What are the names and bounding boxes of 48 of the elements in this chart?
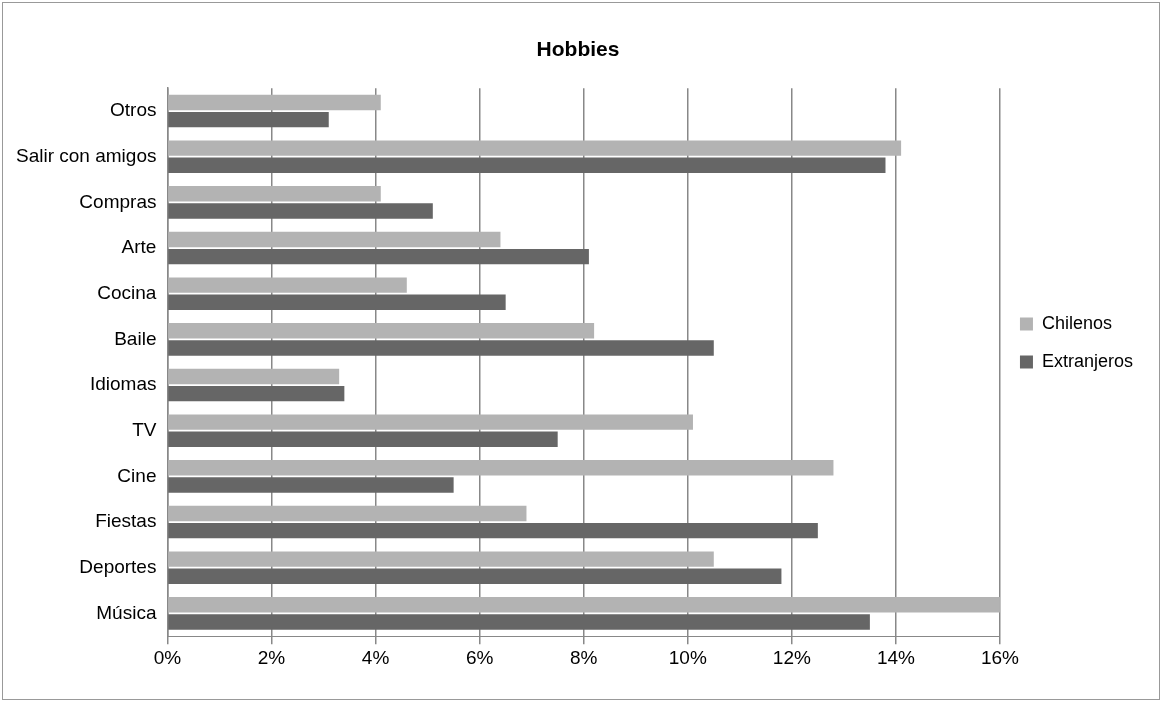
x-tick-label: 6% [465,646,494,668]
bar [168,157,886,173]
bar [168,111,329,128]
bar [168,614,870,630]
y-tick-label: Arte [121,236,157,258]
bar [168,597,1000,613]
bar [168,505,527,522]
bar [168,522,818,539]
y-tick-label: Fiestas [95,510,157,532]
bar [168,431,558,447]
x-tick-label: 0% [153,646,182,668]
y-tick-label: TV [132,418,157,440]
y-tick-label: Deportes [79,555,157,577]
bar [168,140,902,156]
bar [168,460,834,476]
y-tick-label: Baile [114,327,157,349]
x-tick-label: 2% [257,646,286,668]
bar [168,477,454,493]
bar [168,385,345,402]
bar [168,340,714,356]
x-tick-label: 10% [668,646,707,668]
bar [168,94,381,111]
x-tick-label: 14% [876,646,916,668]
bar [168,368,340,385]
y-tick-label: Cocina [97,281,157,303]
legend-label: Chilenos [1041,312,1113,333]
x-tick-label: 16% [980,646,1020,668]
bar [168,414,693,430]
y-tick-label: Cine [117,464,157,486]
bar [168,248,589,265]
bar [168,186,381,202]
bar [168,323,595,339]
y-tick-label: Salir con amigos [16,144,157,166]
x-tick-label: 8% [569,646,598,668]
bar [168,203,433,219]
legend-label: Extranjeros [1041,350,1134,371]
x-tick-label: 12% [772,646,811,668]
bar [168,231,501,248]
x-tick-label: 4% [361,646,390,668]
bar [168,551,714,567]
bar [168,294,506,310]
y-tick-label: Idiomas [89,373,157,395]
y-tick-label: Otros [110,99,157,121]
y-tick-label: Música [96,601,157,623]
y-tick-label: Compras [79,190,157,212]
chart-title: Hobbies [536,37,620,61]
bar [168,277,407,293]
bar [168,568,782,584]
